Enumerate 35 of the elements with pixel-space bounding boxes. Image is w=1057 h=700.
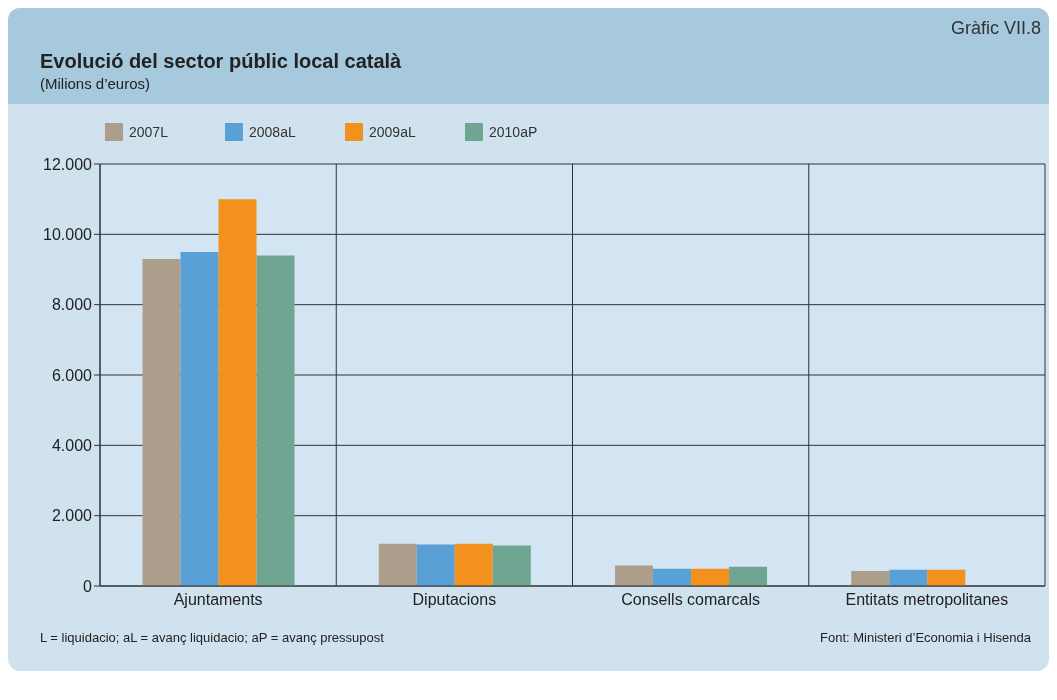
- y-tick-label: 6.000: [51, 366, 93, 384]
- text: Font: Ministeri d’Economia i Hisenda: [820, 630, 1031, 645]
- legend-label: 2010aP: [488, 123, 539, 141]
- bar: [851, 570, 890, 586]
- y-tick-label: 12.000: [43, 155, 93, 173]
- text: L = liquidacio; aL = avanç liquidacio; aP = avanç pressupost: [40, 630, 384, 645]
- bar: [416, 544, 455, 586]
- y-tick-label: 2.000: [51, 507, 93, 525]
- y-tick-label: 4.000: [51, 437, 93, 455]
- chart-title: Evolució del sector públic local català: [40, 50, 403, 73]
- x-tick-label: Consells comarcals: [621, 591, 760, 609]
- text: Gràfic VII.8: [950, 18, 1041, 39]
- x-tick-label: Diputacions: [412, 591, 497, 609]
- legend-label: 2009aL: [368, 123, 417, 141]
- legend-label: 2008aL: [248, 123, 297, 141]
- bar: [256, 255, 295, 586]
- y-tick-label: 10.000: [43, 226, 93, 244]
- bar: [378, 543, 417, 586]
- bar: [492, 545, 531, 586]
- bar: [889, 569, 928, 586]
- y-tick-label: 8.000: [51, 296, 93, 314]
- x-tick-label: Ajuntaments: [173, 591, 263, 609]
- y-tick-label: 0: [83, 577, 93, 595]
- legend-label: 2007L: [128, 123, 169, 141]
- bar: [691, 568, 730, 586]
- bar: [615, 565, 654, 586]
- bar: [142, 258, 181, 586]
- bar: [927, 569, 966, 586]
- x-tick-label: Entitats metropolitanes: [845, 591, 1009, 609]
- bar: [218, 199, 257, 586]
- bar: [729, 566, 768, 586]
- bar: [653, 568, 692, 586]
- bar: [454, 543, 493, 586]
- chart-subtitle: (Milions d’euros): [40, 75, 152, 92]
- bar: [180, 251, 219, 586]
